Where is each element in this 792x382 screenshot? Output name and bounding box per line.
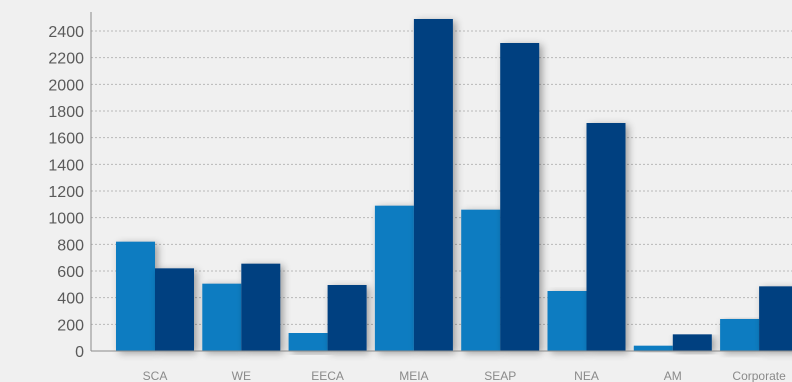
bar-meia-series-1: [374, 205, 414, 351]
bar-we-series-1: [202, 283, 242, 351]
bar-seap-series-1: [461, 209, 501, 351]
bar-we-series-2: [241, 263, 281, 351]
bar-nea-series-1: [547, 291, 587, 351]
x-tick-label: WE: [232, 369, 251, 382]
x-tick-label: MEIA: [399, 369, 428, 382]
y-tick-label: 400: [57, 291, 84, 308]
y-tick-label: 1400: [48, 157, 84, 174]
y-tick-label: 800: [57, 237, 84, 254]
y-tick-label: 1000: [48, 211, 84, 228]
x-tick-label: SCA: [143, 369, 168, 382]
x-tick-label: Corporate: [732, 369, 786, 382]
bar-sca-series-1: [116, 241, 155, 351]
y-tick-label: 2000: [48, 77, 84, 94]
bar-am-series-1: [633, 345, 673, 351]
bar-nea-series-2: [586, 123, 626, 351]
bar-meia-series-2: [413, 19, 453, 351]
axes: [90, 12, 792, 352]
y-tick-label: 1800: [48, 104, 84, 121]
y-tick-label: 1600: [48, 131, 84, 148]
y-tick-label: 0: [75, 344, 84, 361]
bar-seap-series-2: [500, 43, 540, 351]
bar-corporate-series-2: [759, 286, 792, 351]
y-tick-label: 200: [57, 317, 84, 334]
bar-am-series-2: [672, 334, 712, 351]
x-tick-label: AM: [664, 369, 682, 382]
bars: [116, 19, 792, 351]
bar-corporate-series-1: [720, 319, 760, 351]
x-tick-label: NEA: [574, 369, 599, 382]
x-tick-label: SEAP: [484, 369, 516, 382]
y-tick-label: 600: [57, 264, 84, 281]
y-axis-tick-labels: 0 200 400 600 800 1000 1200 1400 1600 1800 2000 220…: [48, 24, 84, 361]
y-tick-label: 2200: [48, 51, 84, 68]
y-tick-label: 2400: [48, 24, 84, 41]
gridlines: [91, 30, 792, 325]
x-tick-label: EECA: [311, 369, 344, 382]
bar-sca-series-2: [155, 268, 194, 351]
bar-eeca-series-1: [288, 333, 328, 351]
y-tick-label: 1200: [48, 184, 84, 201]
bar-eeca-series-2: [327, 285, 367, 351]
x-axis-category-labels: SCA WE EECA MEIA SEAP NEA AM Corporate: [143, 369, 786, 382]
